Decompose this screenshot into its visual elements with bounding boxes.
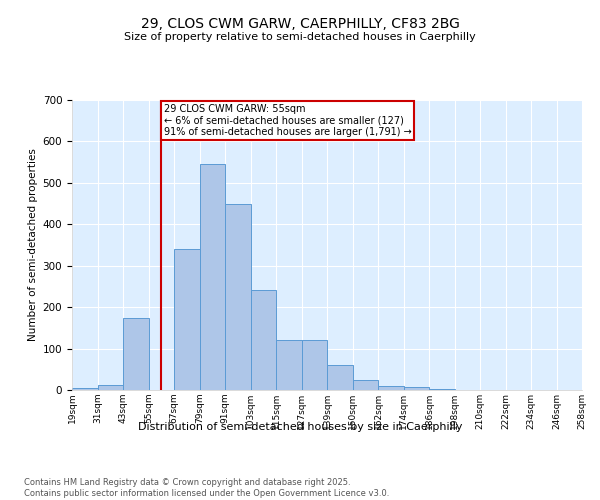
Bar: [199, 164, 225, 390]
Bar: [378, 386, 404, 390]
Bar: [276, 340, 302, 390]
Y-axis label: Number of semi-detached properties: Number of semi-detached properties: [28, 148, 38, 342]
Bar: [327, 365, 353, 390]
Text: Size of property relative to semi-detached houses in Caerphilly: Size of property relative to semi-detach…: [124, 32, 476, 42]
Text: 29 CLOS CWM GARW: 55sqm
← 6% of semi-detached houses are smaller (127)
91% of se: 29 CLOS CWM GARW: 55sqm ← 6% of semi-det…: [164, 104, 412, 138]
Bar: [429, 389, 455, 390]
Bar: [123, 318, 149, 390]
Bar: [302, 340, 327, 390]
Text: 29, CLOS CWM GARW, CAERPHILLY, CF83 2BG: 29, CLOS CWM GARW, CAERPHILLY, CF83 2BG: [140, 18, 460, 32]
Text: Contains HM Land Registry data © Crown copyright and database right 2025.
Contai: Contains HM Land Registry data © Crown c…: [24, 478, 389, 498]
Bar: [72, 388, 97, 390]
Bar: [97, 384, 123, 390]
Bar: [174, 249, 199, 390]
Bar: [251, 290, 276, 390]
Bar: [225, 204, 251, 390]
Bar: [404, 387, 429, 390]
Bar: [353, 380, 378, 390]
Text: Distribution of semi-detached houses by size in Caerphilly: Distribution of semi-detached houses by …: [138, 422, 462, 432]
